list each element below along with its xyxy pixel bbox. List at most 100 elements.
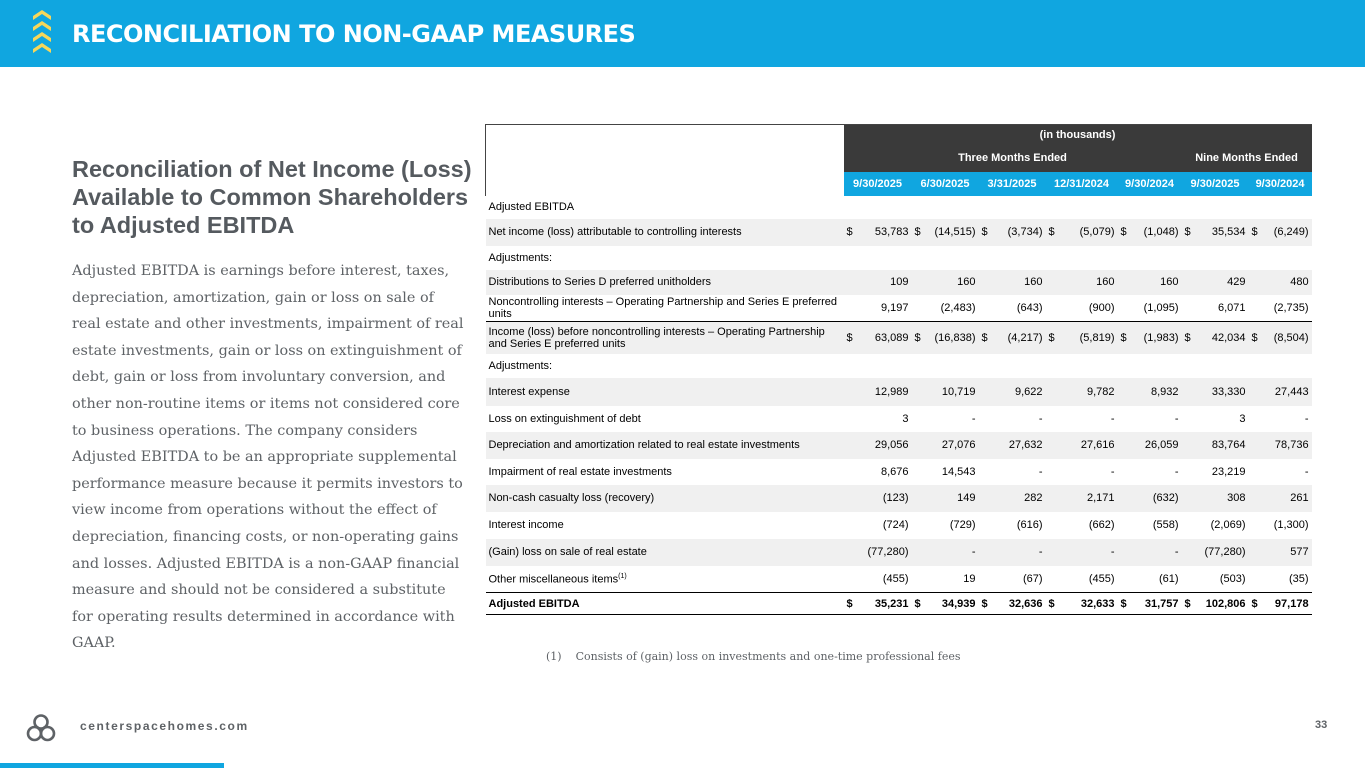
group-nine-months: Nine Months Ended [1181,144,1312,172]
value-cell [1046,246,1118,270]
row-label-text: Adjusted EBITDA [488,597,580,610]
value-cell: 26,059 [1117,431,1182,459]
value-text: (2,735) [1273,301,1309,314]
value-text: - [1174,412,1179,425]
value-text: 31,757 [1144,597,1179,610]
value-text: (4,217) [1007,331,1043,344]
value-text: (724) [882,519,909,531]
value-cell: - [1045,538,1118,566]
value-cell: (77,280) [843,538,912,566]
value-cell: 9,197 [844,295,912,322]
value-text: - [1110,546,1115,558]
value-cell [979,354,1046,378]
value-text: (729) [949,519,976,531]
header-bar: RECONCILIATION TO NON-GAAP MEASURES [0,0,1365,67]
value-cell: (724) [844,512,912,539]
value-cell [1118,196,1182,219]
value-cell: $35,534 [1181,218,1249,246]
currency-symbol: $ [981,597,988,610]
footnote: (1) Consists of (gain) loss on investmen… [546,650,961,663]
table-row: Adjusted EBITDA [486,196,1312,219]
value-text: (5,079) [1079,226,1115,238]
value-cell: 29,056 [843,431,912,459]
column-header: 9/30/2024 [1248,171,1312,196]
row-label: Depreciation and amortization related to… [485,431,844,459]
value-cell: 23,219 [1182,459,1249,485]
value-text: 160 [1160,276,1179,288]
value-cell: $35,231 [843,592,912,615]
value-cell: 577 [1248,538,1312,566]
value-cell: 10,719 [911,377,979,406]
value-cell: - [1249,459,1312,485]
value-cell: (35) [1249,566,1312,593]
value-text: (503) [1219,572,1246,585]
value-cell [844,354,912,378]
value-cell: $53,783 [843,218,912,246]
row-label-text: Adjusted EBITDA [488,201,575,213]
value-text: 29,056 [874,439,909,451]
value-cell: 308 [1181,484,1249,512]
value-cell: 27,632 [978,431,1046,459]
row-label: Adjustments: [486,354,844,378]
value-cell [912,354,979,378]
currency-symbol: $ [1184,331,1191,344]
value-text: (1,095) [1143,301,1179,314]
value-cell: (2,735) [1249,295,1312,322]
row-label: Adjustments: [486,246,844,270]
value-text: 429 [1227,276,1246,288]
value-text: 42,034 [1211,331,1246,344]
row-label-text: Non-cash casualty loss (recovery) [488,492,655,504]
currency-symbol: $ [914,331,921,344]
value-text: 83,764 [1211,439,1246,451]
currency-symbol: $ [846,226,853,238]
row-label-text: Interest expense [488,385,570,398]
table-row: Net income (loss) attributable to contro… [485,218,1312,246]
column-header: 12/31/2024 [1045,171,1118,196]
value-cell: $42,034 [1181,321,1249,354]
value-cell [1249,354,1312,378]
value-cell: 429 [1181,269,1249,295]
currency-symbol: $ [846,331,853,344]
value-text: 10,719 [941,385,976,398]
value-text: (8,504) [1273,331,1309,344]
value-text: - [1304,465,1309,478]
row-label: Non-cash casualty loss (recovery) [485,484,844,512]
value-text: (3,734) [1007,226,1043,238]
value-text: (1,300) [1273,519,1309,531]
value-cell: 160 [978,269,1046,295]
value-cell [844,246,912,270]
currency-symbol: $ [1120,331,1127,344]
value-text: 14,543 [941,465,976,478]
value-text: (77,280) [867,546,909,558]
value-cell: $ (14,515) [911,218,979,246]
value-text: 19 [963,572,976,585]
value-cell: (729) [912,512,979,539]
row-label: Income (loss) before noncontrolling inte… [485,321,844,354]
row-label: Impairment of real estate investments [486,459,844,485]
value-cell [1118,354,1182,378]
value-cell [1249,246,1312,270]
value-text: (900) [1088,301,1115,314]
table-row: Adjustments: [486,354,1312,378]
value-text: 33,330 [1211,385,1246,398]
value-cell: (1,300) [1249,512,1312,539]
website-link[interactable]: centerspacehomes.com [80,719,249,733]
value-text: 34,939 [941,597,976,610]
value-cell: $ (1,048) [1117,218,1182,246]
value-cell: 282 [978,484,1046,512]
value-cell: $32,636 [978,592,1046,615]
value-cell: - [1046,459,1118,485]
value-text: 35,231 [874,597,909,610]
section-subheading: Reconciliation of Net Income (Loss) Avai… [72,156,472,238]
value-text: 35,534 [1211,226,1246,238]
value-cell: (503) [1182,566,1249,593]
row-label: Interest income [486,512,844,539]
value-cell [979,246,1046,270]
value-text: 32,636 [1008,597,1043,610]
table-row: Adjusted EBITDA $35,231 $34,939 $32,636 $32,… [485,592,1312,615]
row-label-text: Loss on extinguishment of debt [488,412,641,425]
bottom-accent-bar [0,763,224,768]
footnote-marker: (1) [546,650,562,663]
value-cell: - [911,538,979,566]
currency-symbol: $ [914,597,921,610]
